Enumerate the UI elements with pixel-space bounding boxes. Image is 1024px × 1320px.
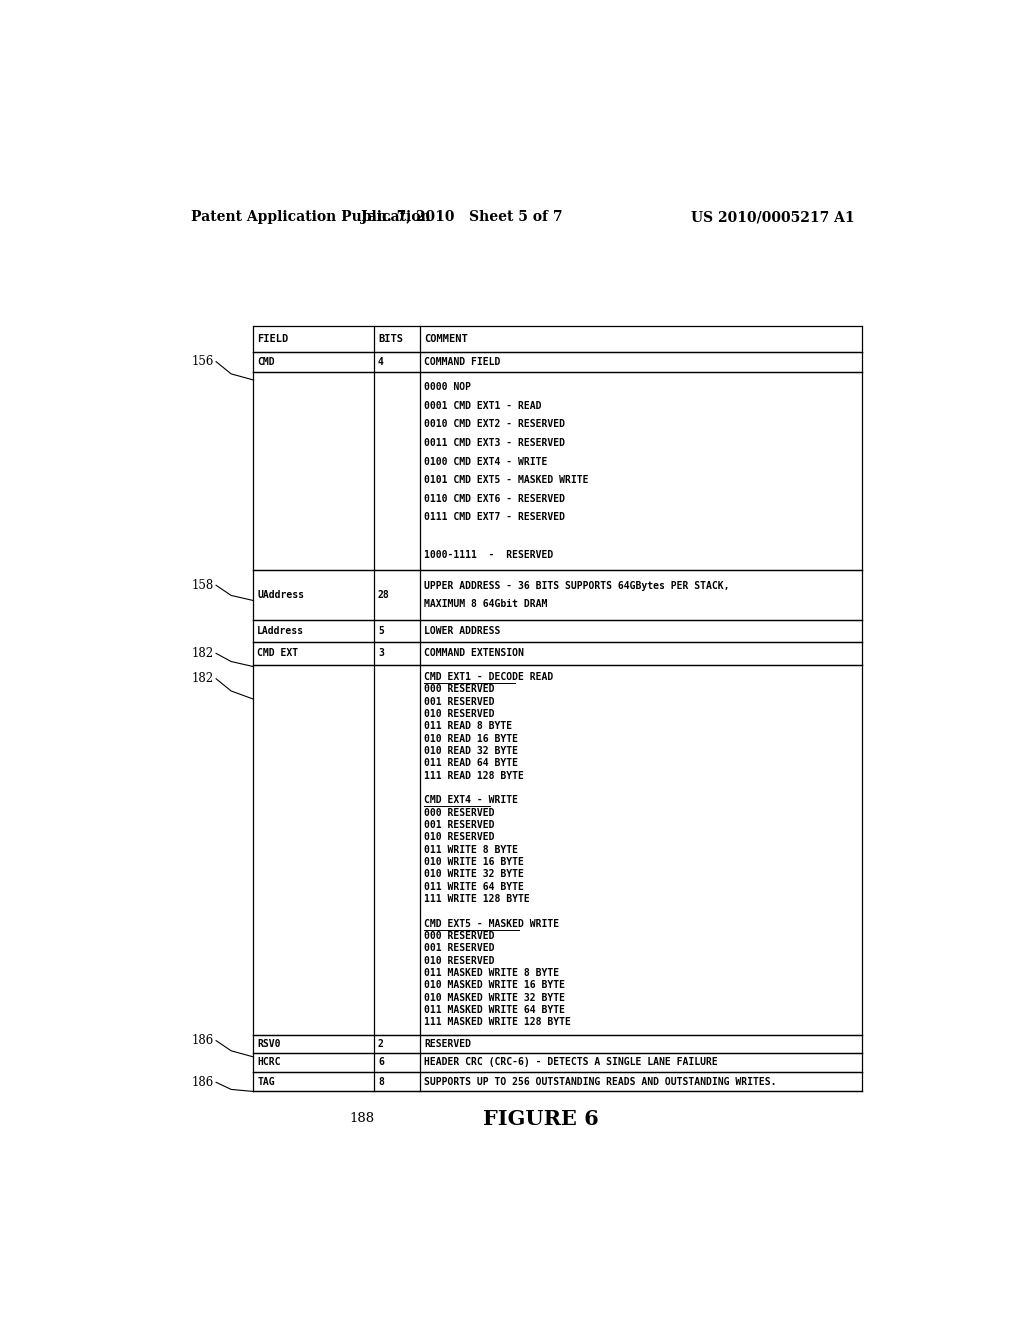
Text: 3: 3 xyxy=(378,648,384,659)
Text: Jan. 7, 2010   Sheet 5 of 7: Jan. 7, 2010 Sheet 5 of 7 xyxy=(360,210,562,224)
Text: LAddress: LAddress xyxy=(257,626,304,636)
Text: 6: 6 xyxy=(378,1057,384,1068)
Text: FIELD: FIELD xyxy=(257,334,289,343)
Text: 011 MASKED WRITE 64 BYTE: 011 MASKED WRITE 64 BYTE xyxy=(424,1005,565,1015)
Text: 010 RESERVED: 010 RESERVED xyxy=(424,709,495,719)
Text: HEADER CRC (CRC-6) - DETECTS A SINGLE LANE FAILURE: HEADER CRC (CRC-6) - DETECTS A SINGLE LA… xyxy=(424,1057,718,1068)
Text: 111 WRITE 128 BYTE: 111 WRITE 128 BYTE xyxy=(424,894,529,904)
Text: COMMAND EXTENSION: COMMAND EXTENSION xyxy=(424,648,524,659)
Text: 010 MASKED WRITE 32 BYTE: 010 MASKED WRITE 32 BYTE xyxy=(424,993,565,1003)
Text: 000 RESERVED: 000 RESERVED xyxy=(424,808,495,817)
Text: 0000 NOP: 0000 NOP xyxy=(424,383,471,392)
Text: 111 MASKED WRITE 128 BYTE: 111 MASKED WRITE 128 BYTE xyxy=(424,1018,571,1027)
Text: 000 RESERVED: 000 RESERVED xyxy=(424,931,495,941)
Text: BITS: BITS xyxy=(378,334,403,343)
Text: 001 RESERVED: 001 RESERVED xyxy=(424,944,495,953)
Text: 1000-1111  -  RESERVED: 1000-1111 - RESERVED xyxy=(424,549,553,560)
Text: 000 RESERVED: 000 RESERVED xyxy=(424,684,495,694)
Text: FIGURE 6: FIGURE 6 xyxy=(482,1109,599,1129)
Text: RESERVED: RESERVED xyxy=(424,1039,471,1048)
Text: TAG: TAG xyxy=(257,1077,275,1086)
Text: SUPPORTS UP TO 256 OUTSTANDING READS AND OUTSTANDING WRITES.: SUPPORTS UP TO 256 OUTSTANDING READS AND… xyxy=(424,1077,776,1086)
Text: 182: 182 xyxy=(191,647,214,660)
Text: 010 READ 16 BYTE: 010 READ 16 BYTE xyxy=(424,734,518,743)
Text: 0100 CMD EXT4 - WRITE: 0100 CMD EXT4 - WRITE xyxy=(424,457,548,467)
Text: 5: 5 xyxy=(378,626,384,636)
Text: 111 READ 128 BYTE: 111 READ 128 BYTE xyxy=(424,771,524,780)
Text: CMD EXT4 - WRITE: CMD EXT4 - WRITE xyxy=(424,795,518,805)
Text: 010 READ 32 BYTE: 010 READ 32 BYTE xyxy=(424,746,518,756)
Text: 2: 2 xyxy=(378,1039,384,1048)
Text: 4: 4 xyxy=(378,356,384,367)
Text: 0110 CMD EXT6 - RESERVED: 0110 CMD EXT6 - RESERVED xyxy=(424,494,565,504)
Text: 156: 156 xyxy=(191,355,214,368)
Text: CMD EXT1 - DECODE READ: CMD EXT1 - DECODE READ xyxy=(424,672,553,682)
Text: 186: 186 xyxy=(191,1076,214,1089)
Text: RSV0: RSV0 xyxy=(257,1039,281,1048)
Text: CMD: CMD xyxy=(257,356,275,367)
Text: 186: 186 xyxy=(191,1034,214,1047)
Text: 011 WRITE 64 BYTE: 011 WRITE 64 BYTE xyxy=(424,882,524,891)
Text: 0111 CMD EXT7 - RESERVED: 0111 CMD EXT7 - RESERVED xyxy=(424,512,565,523)
Text: 011 WRITE 8 BYTE: 011 WRITE 8 BYTE xyxy=(424,845,518,854)
Text: 010 RESERVED: 010 RESERVED xyxy=(424,956,495,966)
Text: 0101 CMD EXT5 - MASKED WRITE: 0101 CMD EXT5 - MASKED WRITE xyxy=(424,475,589,486)
Text: UPPER ADDRESS - 36 BITS SUPPORTS 64GBytes PER STACK,: UPPER ADDRESS - 36 BITS SUPPORTS 64GByte… xyxy=(424,581,729,590)
Text: LOWER ADDRESS: LOWER ADDRESS xyxy=(424,626,501,636)
Text: 001 RESERVED: 001 RESERVED xyxy=(424,820,495,830)
Text: Patent Application Publication: Patent Application Publication xyxy=(191,210,431,224)
Text: 011 READ 8 BYTE: 011 READ 8 BYTE xyxy=(424,721,512,731)
Text: COMMENT: COMMENT xyxy=(424,334,468,343)
Text: 010 WRITE 16 BYTE: 010 WRITE 16 BYTE xyxy=(424,857,524,867)
Text: 188: 188 xyxy=(349,1113,375,1126)
Text: UAddress: UAddress xyxy=(257,590,304,601)
Text: CMD EXT5 - MASKED WRITE: CMD EXT5 - MASKED WRITE xyxy=(424,919,559,928)
Text: 001 RESERVED: 001 RESERVED xyxy=(424,697,495,706)
Text: 182: 182 xyxy=(191,672,214,685)
Text: COMMAND FIELD: COMMAND FIELD xyxy=(424,356,501,367)
Text: 0011 CMD EXT3 - RESERVED: 0011 CMD EXT3 - RESERVED xyxy=(424,438,565,447)
Text: CMD EXT: CMD EXT xyxy=(257,648,298,659)
Text: 28: 28 xyxy=(378,590,390,601)
Text: MAXIMUM 8 64Gbit DRAM: MAXIMUM 8 64Gbit DRAM xyxy=(424,599,548,610)
Text: 011 MASKED WRITE 8 BYTE: 011 MASKED WRITE 8 BYTE xyxy=(424,968,559,978)
Text: 010 RESERVED: 010 RESERVED xyxy=(424,832,495,842)
Text: 158: 158 xyxy=(191,578,214,591)
Text: 0010 CMD EXT2 - RESERVED: 0010 CMD EXT2 - RESERVED xyxy=(424,420,565,429)
Text: 0001 CMD EXT1 - READ: 0001 CMD EXT1 - READ xyxy=(424,401,542,411)
Text: 011 READ 64 BYTE: 011 READ 64 BYTE xyxy=(424,758,518,768)
Text: 8: 8 xyxy=(378,1077,384,1086)
Text: HCRC: HCRC xyxy=(257,1057,281,1068)
Text: US 2010/0005217 A1: US 2010/0005217 A1 xyxy=(690,210,854,224)
Text: 010 MASKED WRITE 16 BYTE: 010 MASKED WRITE 16 BYTE xyxy=(424,981,565,990)
Text: 010 WRITE 32 BYTE: 010 WRITE 32 BYTE xyxy=(424,870,524,879)
